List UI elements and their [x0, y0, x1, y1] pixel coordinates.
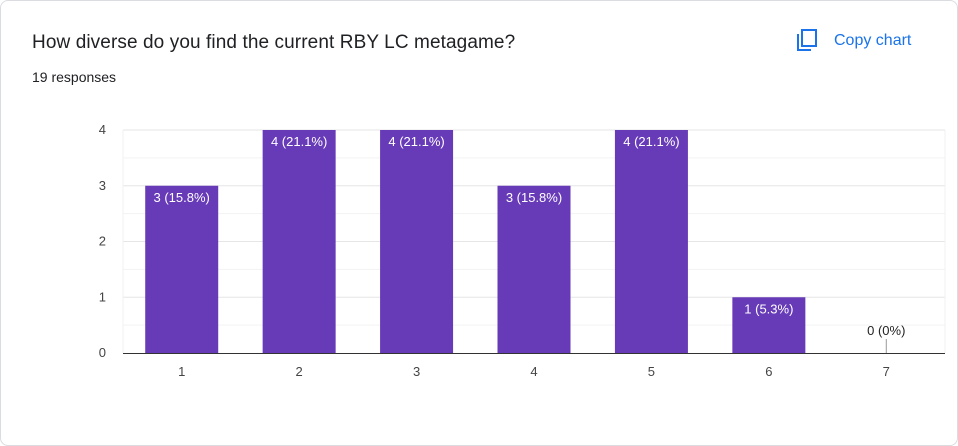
bar [497, 185, 571, 353]
bar [380, 130, 454, 353]
x-tick-label: 2 [296, 364, 303, 379]
bar [614, 130, 688, 353]
data-label: 4 (21.1%) [271, 134, 327, 149]
axes: 0 1 2 3 4 1 2 3 4 5 6 7 [99, 122, 945, 379]
x-tick-label: 6 [765, 364, 772, 379]
x-tick-label: 1 [178, 364, 185, 379]
x-tick-label: 7 [883, 364, 890, 379]
bar [145, 185, 219, 353]
data-label: 1 (5.3%) [744, 301, 793, 316]
x-tick-label: 3 [413, 364, 420, 379]
y-tick-label: 2 [99, 234, 106, 249]
question-title: How diverse do you find the current RBY … [32, 32, 516, 53]
bars [145, 130, 806, 353]
data-label: 3 (15.8%) [154, 190, 210, 205]
response-count: 19 responses [32, 69, 117, 85]
data-label: 4 (21.1%) [388, 134, 444, 149]
y-tick-label: 0 [99, 345, 106, 360]
x-tick-label: 5 [648, 364, 655, 379]
data-label: 4 (21.1%) [623, 134, 679, 149]
bar [732, 297, 806, 353]
copy-icon [794, 29, 818, 53]
data-label: 3 (15.8%) [506, 190, 562, 205]
labels: 3 (15.8%) 4 (21.1%) 4 (21.1%) 3 (15.8%) 4 (2… [154, 134, 905, 353]
x-tick-label: 4 [530, 364, 537, 379]
data-label: 0 (0%) [867, 323, 905, 338]
copy-chart-label: Copy chart [834, 32, 912, 49]
copy-chart-button[interactable]: Copy chart [794, 26, 911, 56]
y-tick-label: 1 [99, 289, 106, 304]
y-tick-label: 3 [99, 178, 106, 193]
bar [262, 130, 336, 353]
y-tick-label: 4 [99, 122, 106, 137]
